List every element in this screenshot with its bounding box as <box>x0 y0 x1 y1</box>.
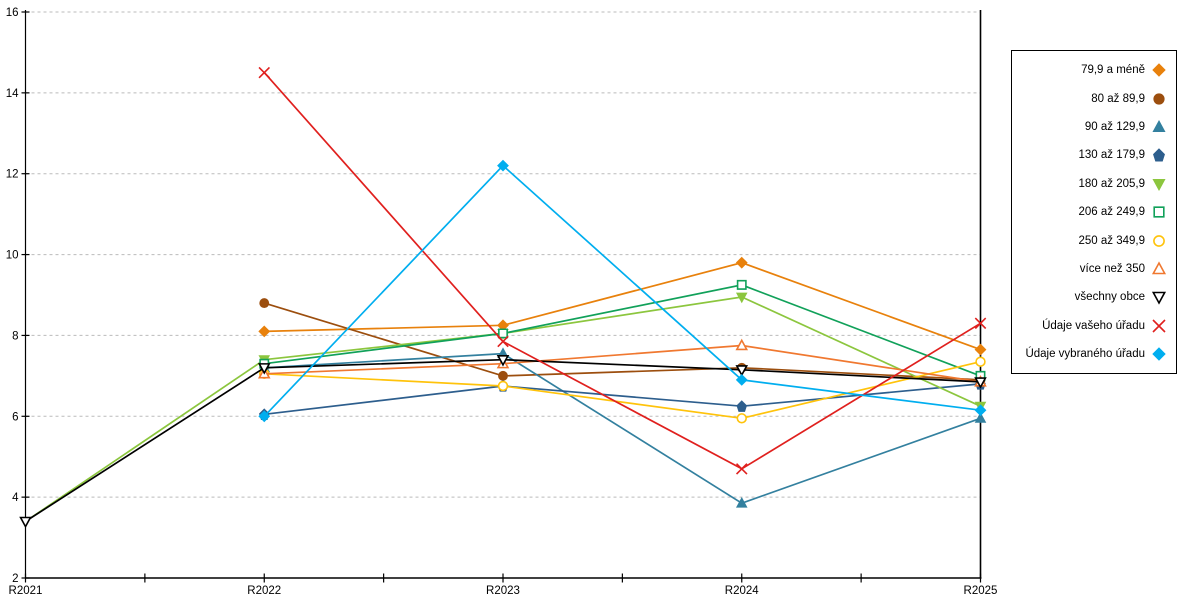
y-tick-label: 14 <box>6 88 19 100</box>
data-point-marker <box>974 343 987 356</box>
data-point-marker <box>258 66 271 79</box>
data-point-marker <box>974 317 987 330</box>
legend-marker-shape <box>1153 206 1165 218</box>
y-tick-label: 16 <box>6 7 19 19</box>
data-point-marker <box>498 328 508 339</box>
series-line-2 <box>264 352 981 505</box>
legend-item: 250 až 349,9 <box>1012 226 1176 254</box>
legend-marker-shape <box>1152 119 1166 132</box>
legend-item-label: 250 až 349,9 <box>1078 234 1145 247</box>
legend-item-label: více než 350 <box>1079 262 1145 275</box>
square-legend-marker-icon <box>1153 206 1165 218</box>
legend-marker-shape <box>1152 319 1166 333</box>
legend-item: Údaje vybraného úřadu <box>1012 340 1176 368</box>
legend-item: 130 až 179,9 <box>1012 141 1176 169</box>
data-point-marker <box>974 412 987 423</box>
y-tick-label: 6 <box>12 411 18 423</box>
series-line-6 <box>264 360 981 420</box>
series-line-10 <box>263 164 981 417</box>
legend-item-label: Údaje vašeho úřadu <box>1042 319 1145 332</box>
data-point-marker <box>19 516 32 529</box>
legend-marker-shape <box>1153 234 1165 247</box>
circle-legend-marker-icon <box>1153 234 1165 247</box>
triangle-up-legend-marker-icon <box>1152 119 1166 132</box>
x-tick-label: R2025 <box>964 585 998 597</box>
legend-item: 80 až 89,9 <box>1012 84 1176 112</box>
series-line-1 <box>264 302 981 381</box>
triangle-down-legend-marker-icon <box>1151 292 1167 305</box>
data-point-marker <box>735 463 748 475</box>
legend-item-label: 130 až 179,9 <box>1078 149 1145 162</box>
legend-item-label: 80 až 89,9 <box>1091 92 1145 105</box>
legend-marker-shape <box>1152 63 1166 77</box>
legend-item-label: Údaje vybraného úřadu <box>1025 348 1145 361</box>
y-tick-label: 12 <box>6 169 19 181</box>
legend-item-label: 90 až 129,9 <box>1084 120 1145 133</box>
legend-item: 206 až 249,9 <box>1012 198 1176 226</box>
data-point-marker <box>259 298 270 309</box>
data-point-marker <box>736 413 747 424</box>
legend-item-label: všechny obce <box>1074 291 1145 304</box>
legend-item: Údaje vašeho úřadu <box>1012 312 1176 340</box>
triangle-down-legend-marker-icon <box>1152 178 1166 191</box>
legend-item: více než 350 <box>1012 255 1176 283</box>
diamond-legend-marker-icon <box>1152 63 1166 77</box>
x-tick-label: R2022 <box>247 585 281 597</box>
y-tick-label: 2 <box>12 573 18 585</box>
legend-item: 79,9 a méně <box>1012 56 1176 84</box>
data-point-marker <box>974 404 987 417</box>
data-point-marker <box>735 365 749 377</box>
y-tick-label: 4 <box>12 492 19 504</box>
data-point-marker <box>497 380 509 392</box>
y-tick-label: 8 <box>12 330 18 342</box>
y-tick-label: 10 <box>6 250 19 262</box>
legend-item: 180 až 205,9 <box>1012 170 1176 198</box>
x-tick-label: R2024 <box>725 585 759 597</box>
legend-marker-shape <box>1152 347 1166 361</box>
data-point-marker <box>258 325 271 338</box>
series-line-5 <box>264 284 981 377</box>
data-point-marker <box>736 279 747 290</box>
data-point-marker <box>735 338 749 351</box>
legend-marker-shape <box>1153 148 1165 162</box>
diamond-legend-marker-icon <box>1152 347 1166 361</box>
legend-item-label: 180 až 205,9 <box>1078 177 1145 190</box>
data-point-marker <box>735 256 748 269</box>
legend: 79,9 a méně 80 až 89,9 90 až 129,9 130 až 1… <box>1011 50 1177 375</box>
data-point-marker <box>258 410 271 423</box>
series-line-0 <box>264 261 981 351</box>
x-legend-marker-icon <box>1152 319 1166 333</box>
data-point-marker <box>735 496 748 508</box>
data-point-marker <box>496 354 510 367</box>
legend-marker-shape <box>1152 178 1166 191</box>
circle-legend-marker-icon <box>1153 92 1165 105</box>
legend-marker-shape <box>1153 92 1165 105</box>
data-point-marker <box>735 292 748 304</box>
legend-item-label: 79,9 a méně <box>1081 64 1145 77</box>
legend-marker-shape <box>1151 292 1167 305</box>
x-tick-label: R2023 <box>486 585 520 597</box>
pentagon-legend-marker-icon <box>1153 148 1165 162</box>
data-point-marker <box>497 335 509 348</box>
data-point-marker <box>498 370 508 381</box>
triangle-up-legend-marker-icon <box>1151 261 1167 275</box>
data-point-marker <box>974 377 987 389</box>
series-line-9 <box>263 72 981 470</box>
data-point-marker <box>735 373 748 386</box>
x-tick-label: R2021 <box>9 585 43 597</box>
legend-item: 90 až 129,9 <box>1012 113 1176 141</box>
legend-item: všechny obce <box>1012 283 1176 311</box>
legend-item-label: 206 až 249,9 <box>1078 206 1145 219</box>
series-line-7 <box>264 344 981 383</box>
data-point-marker <box>736 400 747 412</box>
data-point-marker <box>257 363 271 375</box>
data-point-marker <box>497 159 509 172</box>
data-point-marker <box>975 356 986 367</box>
legend-marker-shape <box>1151 261 1167 275</box>
